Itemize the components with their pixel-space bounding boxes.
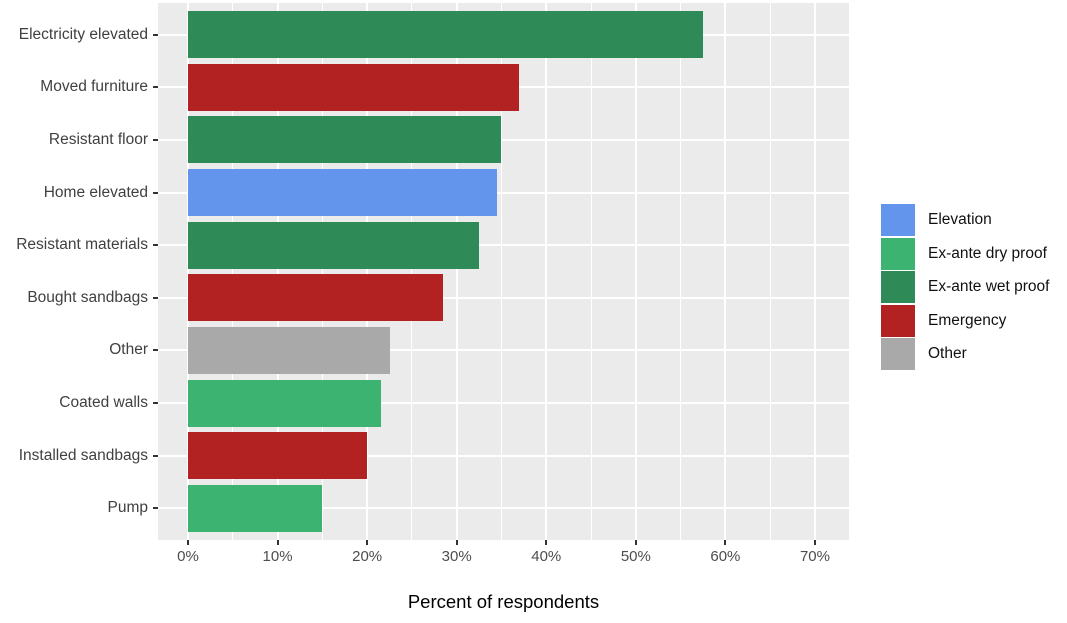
bar-electricity-elevated: [188, 11, 703, 59]
bar-coated-walls: [188, 379, 381, 427]
y-axis-tick: [153, 402, 158, 405]
y-axis-label: Bought sandbags: [27, 288, 148, 306]
major-gridline: [724, 3, 727, 540]
legend-key-swatch: [881, 204, 915, 236]
y-axis-label: Resistant floor: [48, 130, 148, 148]
x-axis-label: 70%: [799, 548, 830, 565]
legend-item-label: Ex-ante wet proof: [928, 278, 1050, 296]
y-axis-label: Pump: [107, 499, 149, 517]
legend-item-label: Other: [928, 345, 967, 363]
horizontal-gridline: [158, 138, 849, 141]
legend-key-swatch: [881, 304, 915, 337]
minor-gridline: [500, 3, 502, 540]
legend-key-swatch: [881, 237, 915, 270]
x-axis-label: 50%: [620, 548, 651, 565]
bar-home-elevated: [188, 169, 497, 217]
plot-panel: [158, 3, 849, 540]
y-axis-tick: [153, 296, 158, 299]
horizontal-gridline: [158, 507, 849, 510]
x-axis-label: 40%: [531, 548, 562, 565]
legend-item-label: Emergency: [928, 311, 1007, 329]
y-axis-tick: [153, 33, 158, 36]
major-gridline: [366, 3, 369, 540]
minor-gridline: [232, 3, 234, 540]
x-axis-label: 0%: [177, 548, 199, 565]
x-axis-tick: [634, 540, 637, 545]
y-axis-label: Home elevated: [43, 183, 148, 201]
x-axis-tick: [724, 540, 727, 545]
x-axis-tick: [545, 540, 548, 545]
horizontal-gridline: [158, 402, 849, 405]
bar-bought-sandbags: [188, 274, 444, 322]
major-gridline: [545, 3, 548, 540]
y-axis-tick: [153, 138, 158, 141]
major-gridline: [276, 3, 279, 540]
y-axis-label: Installed sandbags: [18, 446, 148, 464]
x-axis-tick: [813, 540, 816, 545]
legend-key-swatch: [881, 338, 915, 371]
y-axis-label: Other: [109, 341, 148, 359]
bar-moved-furniture: [188, 63, 520, 111]
horizontal-gridline: [158, 296, 849, 299]
major-gridline: [634, 3, 637, 540]
bar-resistant-materials: [188, 221, 480, 269]
x-axis-label: 10%: [262, 548, 293, 565]
y-axis-tick: [153, 191, 158, 194]
x-axis-tick: [276, 540, 279, 545]
x-axis-label: 20%: [352, 548, 383, 565]
y-axis-label: Coated walls: [59, 394, 148, 412]
x-axis-tick: [366, 540, 369, 545]
y-axis-label: Electricity elevated: [18, 25, 148, 43]
x-axis-tick: [455, 540, 458, 545]
y-axis-tick: [153, 507, 158, 510]
horizontal-gridline: [158, 191, 849, 194]
horizontal-gridline: [158, 349, 849, 352]
horizontal-gridline: [158, 454, 849, 457]
y-axis-label: Moved furniture: [40, 78, 148, 96]
x-axis-title: Percent of respondents: [407, 591, 600, 612]
minor-gridline: [680, 3, 682, 540]
x-axis-label: 30%: [441, 548, 472, 565]
major-gridline: [187, 3, 189, 540]
major-gridline: [455, 3, 458, 540]
minor-gridline: [321, 3, 323, 540]
y-axis-tick: [153, 244, 158, 247]
y-axis-tick: [153, 86, 158, 89]
minor-gridline: [769, 3, 771, 540]
bar-other: [188, 326, 390, 374]
legend-key-swatch: [881, 271, 915, 304]
x-axis-label: 60%: [710, 548, 741, 565]
major-gridline: [813, 3, 816, 540]
horizontal-gridline: [158, 244, 849, 247]
y-axis-label: Resistant materials: [16, 236, 148, 254]
bar-installed-sandbags: [188, 432, 368, 480]
y-axis-tick: [153, 349, 158, 352]
y-axis-tick: [153, 454, 158, 457]
bar-pump: [188, 484, 323, 532]
legend-item-label: Elevation: [928, 211, 992, 228]
minor-gridline: [411, 3, 413, 540]
legend-item-label: Ex-ante dry proof: [928, 244, 1047, 262]
bar-resistant-floor: [188, 116, 502, 164]
minor-gridline: [590, 3, 592, 540]
x-axis-tick: [187, 540, 189, 545]
